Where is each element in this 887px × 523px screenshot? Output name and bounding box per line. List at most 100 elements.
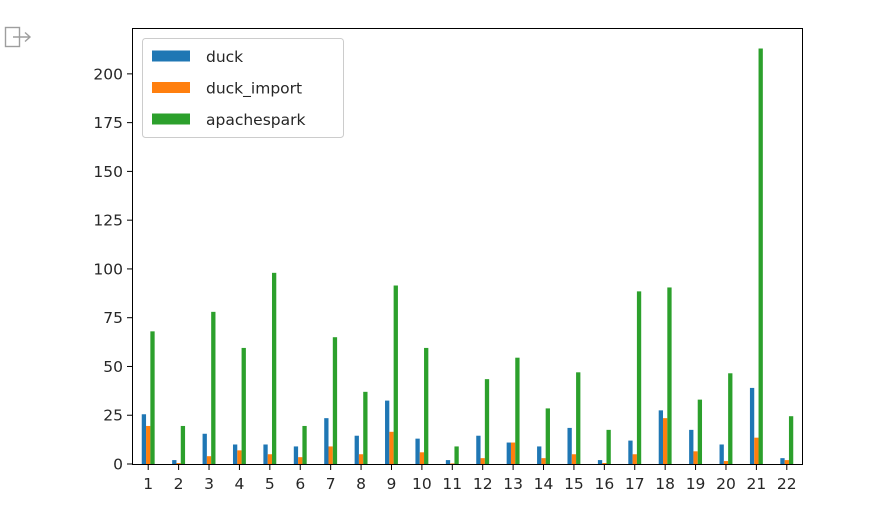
- x-tick-label: 15: [564, 475, 584, 493]
- y-tick-label: 125: [93, 212, 123, 230]
- bar-duck_import-6: [298, 457, 303, 464]
- x-tick-label: 13: [503, 475, 523, 493]
- bar-duck-22: [780, 458, 785, 464]
- bar-duck-13: [506, 442, 511, 464]
- bar-duck-1: [141, 414, 147, 464]
- x-tick-label: 22: [777, 475, 797, 493]
- bar-duck_import-8: [358, 454, 364, 464]
- bar-duck_import-13: [510, 442, 516, 464]
- bar-duck-17: [628, 440, 633, 464]
- bar-apachespark-21: [758, 48, 763, 464]
- y-tick-label: 50: [103, 358, 123, 376]
- bar-apachespark-3: [211, 311, 216, 464]
- bar-duck-9: [385, 400, 390, 464]
- plot-frame: [132, 28, 803, 465]
- legend: duck duck_import apachespark: [142, 38, 344, 138]
- bar-duck_import-3: [206, 456, 212, 464]
- bar-duck-12: [476, 435, 481, 464]
- bar-apachespark-5: [271, 272, 277, 464]
- bar-duck_import-11: [450, 463, 455, 464]
- x-tick-label: 12: [473, 475, 493, 493]
- x-tick-label: 7: [326, 475, 336, 493]
- bar-apachespark-10: [424, 347, 429, 464]
- bar-apachespark-1: [150, 331, 155, 464]
- bar-apachespark-2: [180, 425, 186, 464]
- x-tick-label: 21: [747, 475, 767, 493]
- x-tick-label: 19: [686, 475, 706, 493]
- bar-apachespark-11: [454, 446, 459, 464]
- bar-duck_import-4: [237, 450, 242, 464]
- output-arrow-icon: [4, 26, 34, 50]
- bar-apachespark-22: [788, 416, 794, 464]
- bar-duck_import-1: [146, 425, 151, 464]
- bars-layer: [141, 48, 794, 464]
- bar-duck_import-19: [693, 451, 698, 464]
- x-tick-label: 16: [594, 475, 614, 493]
- x-tick-label: 20: [716, 475, 736, 493]
- bar-duck-7: [324, 418, 329, 464]
- bar-duck-6: [293, 446, 299, 464]
- bar-duck_import-12: [480, 458, 485, 464]
- bar-duck_import-7: [328, 446, 333, 464]
- bar-apachespark-16: [606, 429, 611, 464]
- bar-duck_import-15: [571, 454, 577, 464]
- bar-duck-4: [232, 444, 238, 464]
- bar-duck-3: [202, 433, 207, 464]
- legend-label-duck_import: duck_import: [206, 80, 302, 99]
- bar-duck-8: [354, 435, 359, 464]
- bar-duck_import-22: [784, 460, 789, 464]
- bar-duck-20: [719, 444, 724, 464]
- x-tick-label: 10: [412, 475, 432, 493]
- bar-duck_import-2: [176, 463, 181, 464]
- bar-apachespark-12: [484, 379, 490, 464]
- y-tick-label: 150: [93, 163, 123, 181]
- legend-box: [142, 38, 344, 138]
- bar-duck-16: [597, 460, 603, 464]
- y-tick-label: 25: [103, 407, 123, 425]
- bar-duck_import-21: [754, 437, 759, 464]
- x-tick-label: 4: [234, 475, 244, 493]
- bar-duck_import-17: [632, 454, 637, 464]
- x-tick-label: 5: [265, 475, 275, 493]
- x-tick-label: 3: [204, 475, 214, 493]
- x-tick-label: 11: [442, 475, 462, 493]
- y-tick-label: 0: [113, 456, 123, 474]
- bar-apachespark-13: [515, 357, 520, 464]
- bar-apachespark-6: [302, 425, 307, 464]
- y-tick-label: 200: [93, 65, 123, 83]
- x-tick-label: 9: [387, 475, 397, 493]
- bar-duck-15: [567, 427, 572, 464]
- x-tick-label: 18: [655, 475, 675, 493]
- bar-apachespark-14: [545, 408, 550, 464]
- legend-swatch-apachespark: [152, 113, 190, 125]
- bar-apachespark-9: [393, 285, 398, 464]
- bar-duck-19: [689, 429, 694, 464]
- bar-apachespark-4: [241, 347, 246, 464]
- x-axis: 1 2 3 4 5 6 7 8 9 10 11 12 13 14 15 16 17 18 19 20 21 22: [143, 464, 797, 493]
- bar-duck_import-14: [541, 458, 546, 464]
- legend-label-apachespark: apachespark: [206, 111, 306, 129]
- y-axis: 0 25 50 75 100 125 150 175 200: [93, 65, 133, 474]
- legend-label-duck: duck: [206, 48, 243, 66]
- bar-apachespark-20: [728, 373, 733, 464]
- x-tick-label: 8: [356, 475, 366, 493]
- bar-duck-2: [172, 460, 177, 464]
- bar-duck-5: [263, 444, 268, 464]
- bar-apachespark-8: [363, 391, 368, 464]
- bar-duck-11: [445, 460, 451, 464]
- bar-duck_import-18: [663, 418, 668, 464]
- bar-duck_import-10: [419, 452, 425, 464]
- bar-duck_import-9: [389, 431, 394, 464]
- bar-duck_import-5: [267, 454, 272, 464]
- bar-duck-18: [658, 410, 664, 464]
- x-tick-label: 17: [625, 475, 645, 493]
- y-tick-label: 75: [103, 309, 123, 327]
- y-tick-label: 175: [93, 114, 123, 132]
- bar-apachespark-7: [332, 337, 338, 464]
- bar-apachespark-15: [576, 372, 581, 464]
- bar-duck-21: [749, 387, 755, 464]
- bar-duck-10: [415, 438, 420, 464]
- bar-duck_import-20: [723, 461, 729, 464]
- x-tick-label: 6: [295, 475, 305, 493]
